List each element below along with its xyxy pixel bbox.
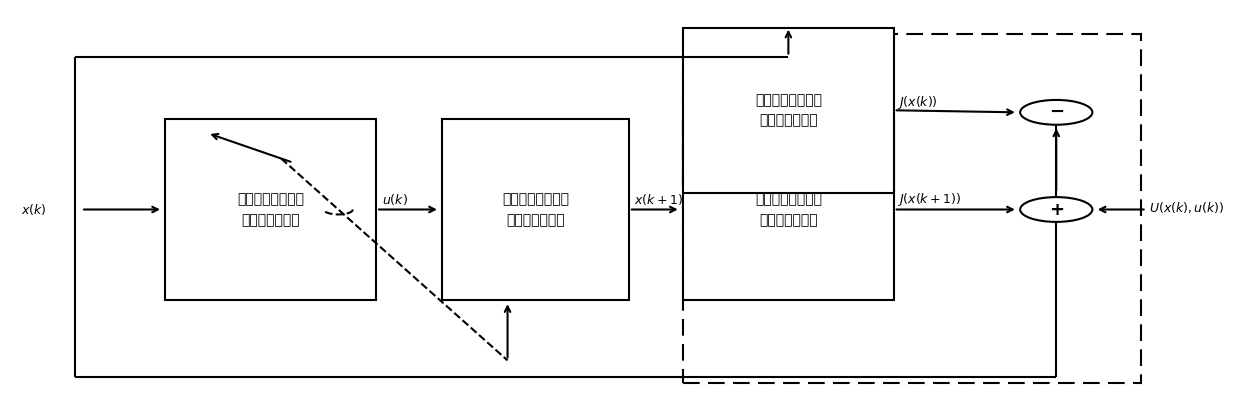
Circle shape <box>1020 100 1093 125</box>
Text: 硅油风扇自适应动
态规划执行网络: 硅油风扇自适应动 态规划执行网络 <box>237 192 304 227</box>
Text: $x(k+1)$: $x(k+1)$ <box>633 191 683 207</box>
Bar <box>442 119 629 300</box>
Bar <box>683 34 1141 383</box>
Text: $U(x(k),u(k))$: $U(x(k),u(k))$ <box>1149 200 1224 215</box>
Bar <box>683 119 893 300</box>
Text: +: + <box>1048 201 1064 218</box>
Text: $x(k)$: $x(k)$ <box>21 202 47 217</box>
Text: $J(x(k))$: $J(x(k))$ <box>897 93 938 111</box>
Bar <box>165 119 375 300</box>
Bar <box>683 28 893 193</box>
Text: $u(k)$: $u(k)$ <box>382 191 408 207</box>
Text: $J(x(k+1))$: $J(x(k+1))$ <box>897 191 961 208</box>
Circle shape <box>1020 197 1093 222</box>
Text: 硅油风扇自适应动
态规划模型网络: 硅油风扇自适应动 态规划模型网络 <box>502 192 569 227</box>
Text: 硅油风扇自适应动
态规划评价网络: 硅油风扇自适应动 态规划评价网络 <box>755 93 821 127</box>
Text: −: − <box>1048 103 1064 122</box>
Text: 硅油风扇自适应动
态规划评价网络: 硅油风扇自适应动 态规划评价网络 <box>755 192 821 227</box>
